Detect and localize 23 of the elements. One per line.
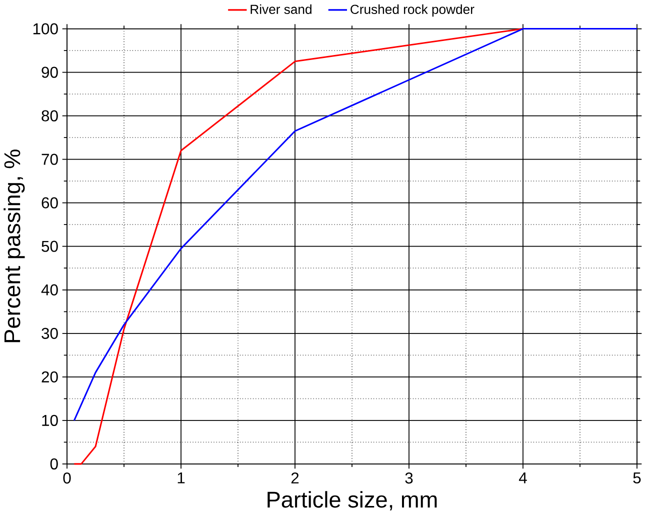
- y-tick-label: 0: [50, 458, 58, 470]
- y-tick-label: 10: [42, 414, 58, 426]
- x-tick-label: 0: [63, 472, 71, 484]
- line-series: [73, 28, 524, 465]
- x-axis-title: Particle size, mm: [268, 491, 437, 510]
- y-tick-label: 20: [42, 371, 58, 382]
- legend-label: Crushed rock powder: [350, 4, 474, 17]
- y-tick-label: 60: [42, 197, 58, 208]
- line-series: [73, 28, 638, 422]
- x-tick-label: 3: [405, 472, 413, 484]
- x-tick-label: 2: [291, 472, 299, 484]
- x-tick-label: 1: [178, 472, 185, 484]
- y-tick-label: 30: [42, 328, 58, 339]
- y-tick-label: 40: [41, 284, 58, 296]
- y-axis-title: Percent passing, %: [4, 150, 25, 342]
- legend-label: River sand: [250, 4, 312, 14]
- y-tick-label: 50: [42, 240, 58, 252]
- y-tick-label: 100: [33, 23, 58, 34]
- y-tick-label: 90: [42, 66, 58, 78]
- y-tick-label: 70: [42, 154, 58, 165]
- x-tick-label: 4: [518, 472, 527, 484]
- y-tick-label: 80: [42, 110, 58, 122]
- x-tick-label: 5: [633, 472, 641, 484]
